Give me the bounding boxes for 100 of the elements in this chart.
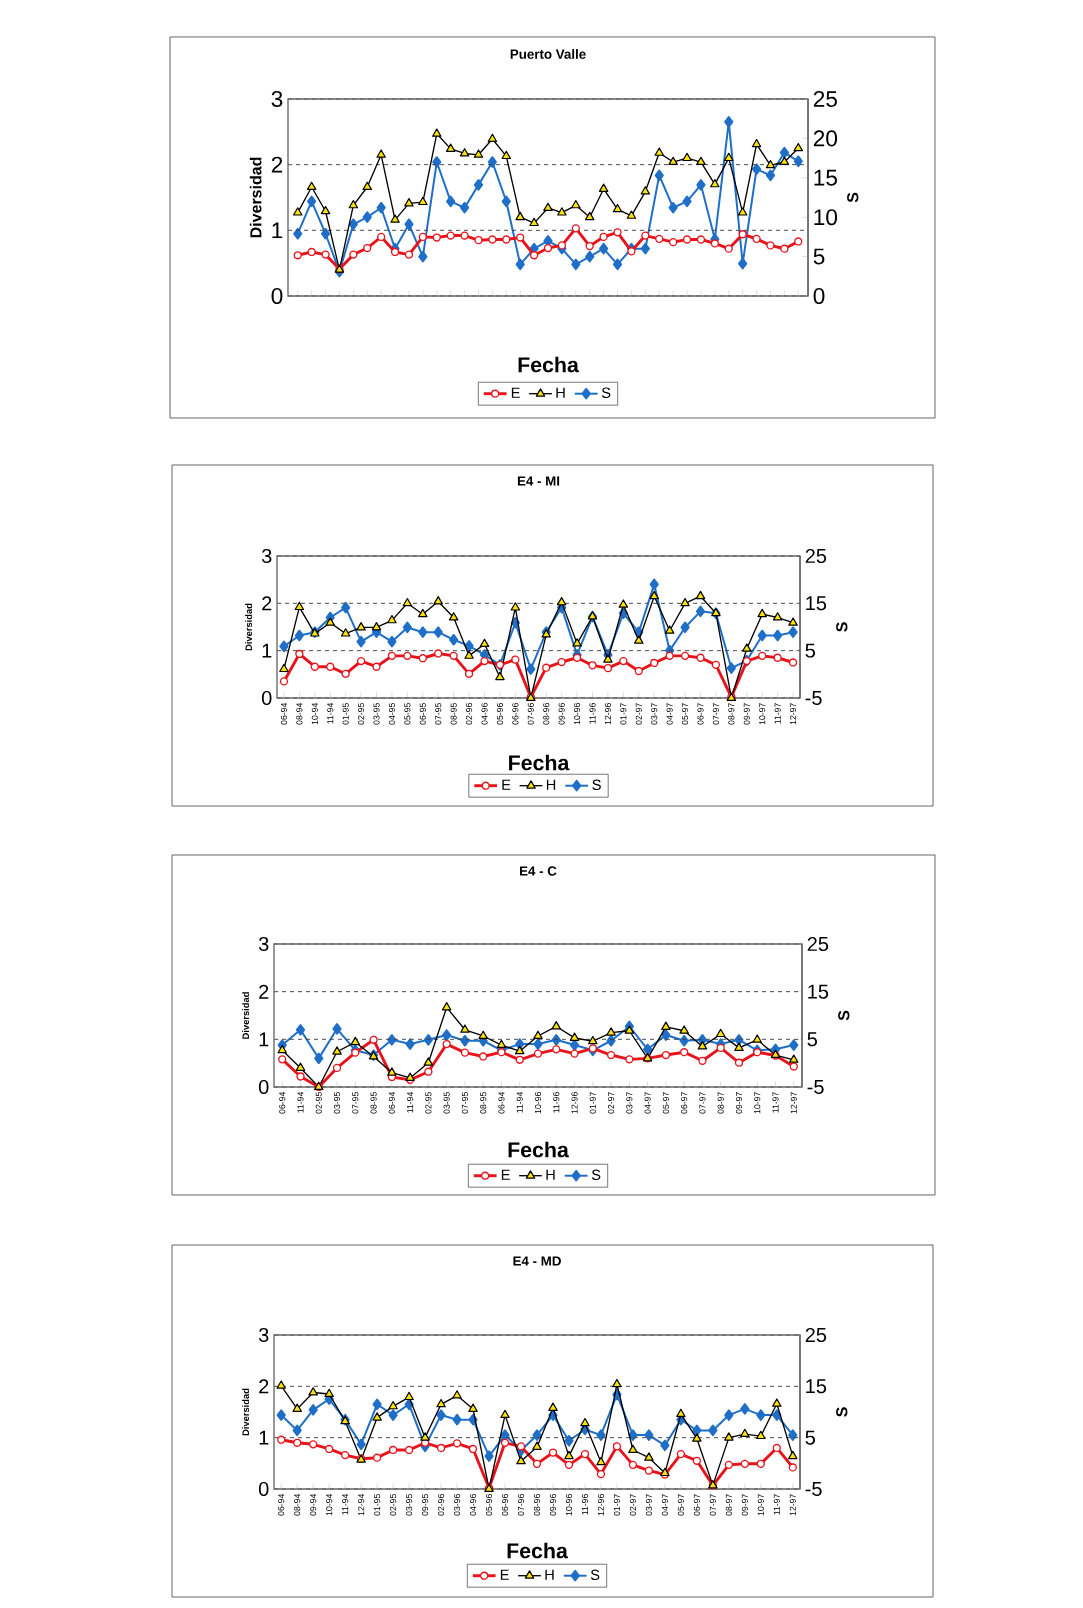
x-tick-label: 10-94 (311, 702, 318, 725)
y-tick-label: 3 (271, 90, 283, 108)
x-tick-label: 11-97 (772, 1092, 779, 1113)
x-tick-label: 11-97 (773, 1494, 780, 1515)
x-tick-label: 06-95 (419, 703, 426, 725)
legend-label: S (590, 1569, 600, 1580)
y2-tick-label: 25 (805, 548, 827, 564)
x-tick-label: 11-94 (516, 1091, 523, 1113)
x-tick-label: 02-95 (315, 1092, 322, 1114)
x-tick-label: 08-95 (450, 703, 457, 725)
y2-tick-label: 0 (813, 287, 825, 305)
y2-axis-title: S (847, 192, 859, 203)
x-tick-label: 06-94 (388, 1091, 395, 1114)
y-tick-label: 3 (258, 1327, 269, 1343)
x-tick-label: 02-97 (635, 703, 642, 725)
x-tick-label: 01-95 (374, 1494, 381, 1516)
legend-label: H (556, 387, 565, 398)
y2-tick-label: 15 (814, 169, 837, 186)
x-tick-label: 08-95 (370, 1092, 377, 1114)
x-tick-label: 05-97 (662, 1092, 669, 1114)
x-tick-label: 03-97 (626, 1092, 633, 1114)
x-tick-label: 03-95 (443, 1092, 450, 1114)
y-tick-label: 2 (271, 156, 283, 173)
legend-label: E (501, 1169, 510, 1180)
legend-label: E (502, 779, 511, 790)
y-tick-label: 3 (261, 548, 272, 564)
x-tick-label: 04-96 (481, 703, 488, 725)
y2-tick-label: 25 (805, 1327, 827, 1343)
x-tick-label: 12-94 (358, 1493, 365, 1516)
y-tick-label: 0 (258, 1481, 269, 1497)
x-tick-label: 08-95 (480, 1092, 487, 1114)
x-tick-label: 02-96 (466, 703, 473, 725)
y-tick-label: 2 (259, 1379, 269, 1394)
y2-tick-label: 5 (807, 1032, 817, 1047)
x-tick-label: 08-94 (294, 1493, 301, 1516)
x-tick-label: 01-97 (620, 703, 627, 725)
x-tick-label: 03-95 (333, 1092, 341, 1114)
x-tick-label: 02-96 (438, 1494, 445, 1516)
y-tick-label: 3 (258, 936, 269, 952)
x-tick-label: 08-96 (533, 1494, 541, 1516)
y2-tick-label: -5 (807, 1080, 824, 1094)
x-tick-label: 11-96 (589, 703, 596, 724)
y2-tick-label: 25 (807, 936, 829, 952)
x-tick-label: 04-96 (469, 1494, 477, 1516)
x-tick-label: 11-96 (581, 1494, 589, 1515)
x-axis-title: Fecha (508, 1141, 569, 1158)
x-tick-label: 03-96 (454, 1494, 461, 1516)
y2-tick-label: 15 (808, 984, 829, 999)
x-tick-label: 01-95 (342, 703, 349, 725)
x-tick-label: 04-97 (661, 1494, 668, 1516)
y-tick-label: 1 (272, 222, 283, 239)
x-tick-label: 02-97 (629, 1494, 636, 1516)
x-tick-label: 05-97 (677, 1494, 684, 1516)
x-tick-label: 08-96 (543, 703, 550, 725)
y2-tick-label: -5 (805, 1482, 822, 1496)
x-tick-label: 04-95 (388, 703, 396, 725)
x-tick-label: 12-97 (789, 1494, 796, 1516)
x-tick-label: 06-97 (681, 1092, 688, 1114)
y-axis-title: Diversidad (242, 1388, 250, 1436)
x-tick-label: 12-97 (790, 703, 797, 725)
chart-title: E4 - C (520, 866, 557, 876)
y2-tick-label: 15 (806, 1379, 827, 1394)
x-tick-label: 11-94 (327, 702, 334, 724)
legend-label: H (545, 1569, 554, 1580)
y2-tick-label: 20 (813, 130, 838, 147)
legend-label: E (511, 387, 520, 398)
x-tick-label: 08-97 (725, 1494, 732, 1516)
x-tick-label: 03-95 (373, 703, 380, 725)
x-tick-label: 11-97 (774, 703, 781, 724)
x-tick-label: 09-97 (735, 1092, 743, 1114)
x-axis-title: Fecha (507, 1542, 568, 1559)
x-tick-label: 06-97 (693, 1494, 700, 1516)
x-tick-label: 09-97 (741, 1494, 748, 1516)
x-tick-label: 07-97 (699, 1092, 706, 1114)
x-tick-label: 07-95 (461, 1092, 468, 1114)
x-tick-label: 02-95 (425, 1092, 432, 1114)
x-tick-label: 12-96 (597, 1494, 605, 1516)
y2-tick-label: 5 (805, 643, 816, 658)
x-tick-label: 12-96 (604, 703, 611, 725)
x-tick-label: 10-96 (565, 1494, 573, 1516)
y-tick-label: 1 (259, 1032, 269, 1047)
y2-axis-title: S (838, 1010, 850, 1021)
x-tick-label: 07-96 (527, 703, 534, 725)
y-tick-label: 0 (271, 287, 283, 305)
x-tick-label: 02-95 (390, 1494, 397, 1516)
x-tick-label: 10-97 (759, 703, 766, 725)
x-tick-label: 12-96 (571, 1092, 578, 1114)
x-tick-label: 04-97 (666, 703, 673, 725)
y2-tick-label: 25 (813, 90, 837, 108)
legend-label: H (546, 1169, 555, 1180)
x-tick-label: 06-96 (512, 703, 519, 725)
x-tick-label: 03-95 (406, 1494, 413, 1516)
x-tick-label: 05-96 (485, 1494, 493, 1516)
chart-title: E4 - MD (513, 1256, 561, 1266)
x-tick-label: 05-97 (682, 703, 689, 725)
x-tick-label: 05-95 (404, 703, 411, 725)
legend-label: S (591, 1169, 601, 1180)
x-tick-label: 06-94 (498, 1091, 505, 1114)
y-axis-title: Diversidad (242, 992, 249, 1039)
y-tick-label: 1 (262, 643, 272, 658)
